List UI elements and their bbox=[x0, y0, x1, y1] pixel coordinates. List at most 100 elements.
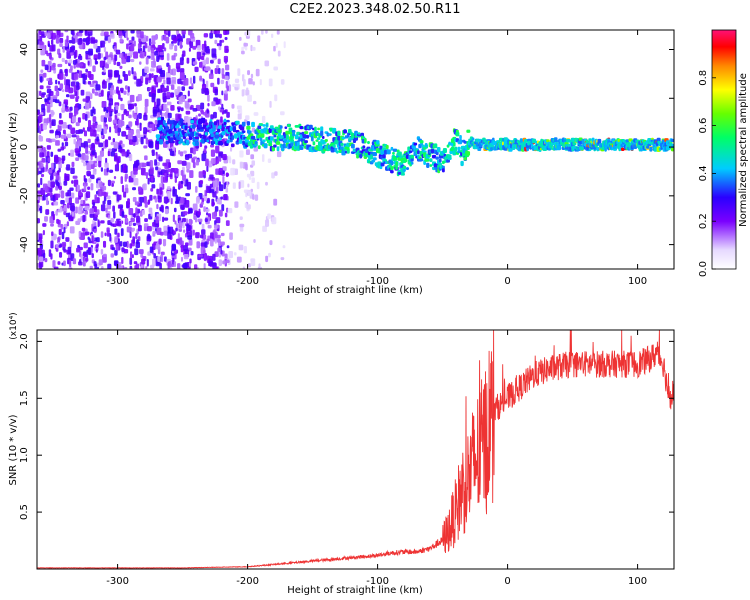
spectrogram-cell bbox=[100, 40, 105, 48]
spectrogram-cell bbox=[107, 263, 112, 269]
colorbar-tick-label: 0.2 bbox=[698, 213, 709, 229]
spectrogram-cell bbox=[186, 57, 190, 64]
spectrogram-cell bbox=[218, 156, 222, 162]
spectrogram-cell bbox=[47, 106, 51, 113]
spectrogram-cell bbox=[204, 145, 208, 149]
spectrogram-cell bbox=[160, 251, 165, 256]
spectrogram-cell bbox=[37, 90, 40, 98]
spectrogram-ridge-cell bbox=[350, 143, 355, 149]
spectrogram-cell bbox=[209, 189, 215, 193]
spectrogram-cell bbox=[197, 45, 202, 51]
spectrogram-ridge-cell bbox=[214, 134, 220, 139]
spectrogram-cell bbox=[55, 79, 58, 85]
spectrogram-cell bbox=[169, 150, 175, 156]
spectrogram-cell bbox=[251, 160, 256, 166]
spectrogram-cell bbox=[228, 157, 232, 164]
spectrogram-cell bbox=[49, 45, 54, 52]
x-tick-label: -200 bbox=[236, 276, 259, 287]
spectrogram-ridge-cell bbox=[524, 139, 528, 143]
spectrogram-cell bbox=[59, 69, 63, 75]
spectrogram-cell bbox=[215, 65, 220, 69]
spectrogram-cell bbox=[162, 92, 167, 101]
spectrogram-cell bbox=[269, 240, 273, 246]
spectrogram-ridge-cell bbox=[220, 142, 224, 146]
spectrogram-ridge-cell bbox=[466, 129, 471, 133]
spectrogram-cell bbox=[106, 109, 109, 114]
spectrogram-cell bbox=[45, 197, 49, 206]
spectrogram-cell bbox=[44, 31, 48, 37]
spectrogram-cell bbox=[127, 92, 130, 96]
spectrogram-cell bbox=[144, 98, 149, 107]
spectrogram-ridge-cell bbox=[257, 125, 262, 130]
spectrogram-cell bbox=[67, 246, 72, 255]
spectrogram-cell bbox=[57, 148, 62, 152]
spectrogram-cell bbox=[128, 129, 134, 138]
spectrogram-cell bbox=[115, 49, 121, 55]
spectrogram-cell bbox=[48, 54, 52, 60]
spectrogram-ridge-cell bbox=[367, 140, 370, 145]
spectrogram-ridge-cell bbox=[232, 126, 236, 133]
spectrogram-cell bbox=[55, 91, 59, 96]
spectrogram-cell bbox=[220, 232, 225, 237]
spectrogram-cell bbox=[210, 158, 216, 165]
spectrogram-cell bbox=[236, 256, 242, 263]
spectrogram-cell bbox=[203, 148, 207, 154]
spectrogram-cell bbox=[44, 50, 48, 55]
spectrogram-cell bbox=[187, 98, 192, 103]
spectrogram-cell bbox=[171, 68, 176, 76]
spectrogram-cell bbox=[103, 126, 108, 134]
spectrogram-cell bbox=[174, 200, 179, 204]
spectrogram-cell bbox=[143, 183, 147, 191]
spectrogram-cell bbox=[172, 188, 177, 197]
spectrogram-cell bbox=[177, 78, 182, 85]
spectrogram-cell bbox=[147, 45, 151, 53]
spectrogram-cell bbox=[85, 191, 91, 199]
spectrogram-cell bbox=[94, 194, 98, 203]
spectrogram-cell bbox=[267, 213, 271, 219]
spectrogram-cell bbox=[78, 63, 84, 67]
spectrogram-cell bbox=[152, 230, 157, 235]
spectrogram-cell bbox=[48, 138, 53, 143]
spectrogram-cell bbox=[130, 58, 135, 63]
spectrogram-ridge-cell bbox=[385, 144, 389, 150]
spectrogram-cell bbox=[185, 193, 190, 197]
spectrogram-cell bbox=[239, 161, 244, 169]
spectrogram-ridge-cell bbox=[172, 140, 175, 144]
spectrogram-cell bbox=[225, 187, 229, 193]
spectrogram-cell bbox=[271, 33, 274, 39]
spectrogram-cell bbox=[118, 94, 121, 100]
spectrogram-ridge-cell bbox=[268, 142, 273, 147]
spectrogram-ridge-cell bbox=[194, 141, 199, 146]
spectrogram-cell bbox=[75, 95, 80, 100]
spectrogram-cell bbox=[45, 161, 49, 170]
spectrogram-cell bbox=[50, 223, 54, 227]
spectrogram-cell bbox=[91, 88, 95, 94]
spectrogram-cell bbox=[163, 217, 169, 221]
spectrogram-cell bbox=[84, 103, 90, 110]
spectrogram-cell bbox=[139, 210, 143, 217]
spectrogram-cell bbox=[192, 161, 196, 169]
spectrogram-ridge-cell bbox=[273, 134, 277, 138]
spectrogram-cell bbox=[151, 35, 156, 43]
spectrogram-cell bbox=[120, 164, 124, 173]
spectrogram-cell bbox=[66, 50, 72, 59]
spectrogram-cell bbox=[215, 145, 220, 154]
spectrogram-cell bbox=[113, 211, 116, 219]
spectrogram-cell bbox=[89, 83, 95, 88]
spectrogram-cell bbox=[167, 186, 171, 191]
spectrogram-ridge-cell bbox=[370, 154, 374, 160]
spectrogram-ridge-cell bbox=[419, 158, 424, 162]
spectrogram-cell bbox=[57, 169, 60, 175]
spectrogram-ridge-cell bbox=[229, 126, 233, 132]
spectrogram-cell bbox=[136, 78, 142, 87]
spectrogram-cell bbox=[181, 86, 186, 91]
spectrogram-cell bbox=[39, 85, 44, 90]
spectrogram-cell bbox=[138, 38, 142, 43]
spectrogram-ridge-cell bbox=[585, 139, 589, 144]
spectrogram-ridge-cell bbox=[285, 130, 290, 135]
snr-series-line bbox=[37, 330, 674, 569]
spectrogram-cell bbox=[201, 223, 205, 230]
spectrogram-cell bbox=[224, 253, 228, 260]
spectrogram-cell bbox=[71, 161, 75, 168]
spectrogram-cell bbox=[50, 151, 54, 158]
